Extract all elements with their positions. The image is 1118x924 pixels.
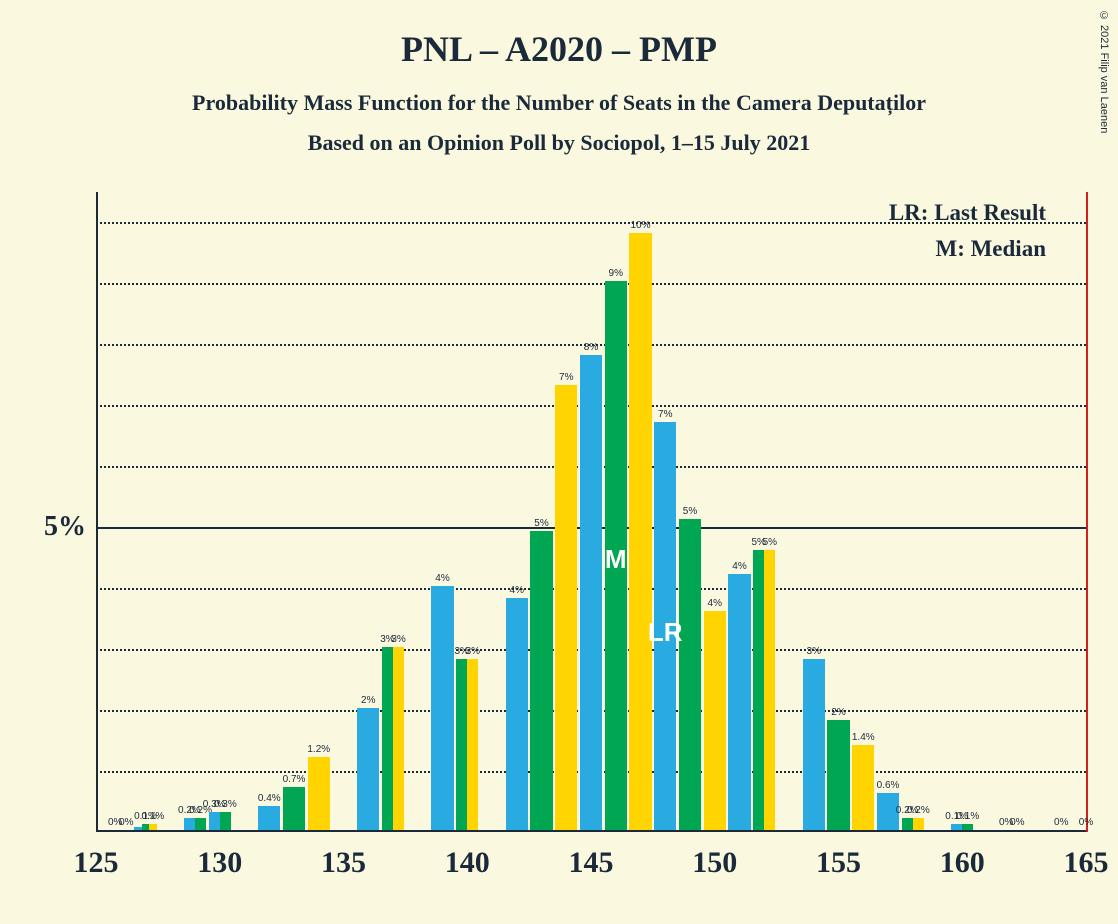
bar [142,824,149,830]
bar-value-label: 3% [466,646,480,657]
bar-value-label: 2% [361,695,375,706]
bar [134,827,141,830]
bar-value-label: 3% [391,634,405,645]
bar-value-label: 1.2% [307,744,330,755]
bar [283,787,305,830]
gridline [96,222,1086,224]
bar [506,598,528,830]
bar-value-label: 2% [831,707,845,718]
legend-m: M: Median [889,236,1046,262]
y-axis-label: 5% [26,511,86,543]
bar-value-label: 5% [683,506,697,517]
bar [679,519,701,830]
bar [530,531,552,830]
bar-value-label: 0% [1079,817,1093,828]
bar [467,659,478,830]
bar [209,812,220,830]
bar [728,574,750,830]
bar-value-label: 4% [435,573,449,584]
bar-value-label: 0% [119,817,133,828]
bar-value-label: 8% [584,342,598,353]
bar [580,355,602,830]
bar-value-label: 4% [732,561,746,572]
bar-value-label: 9% [609,268,623,279]
x-axis-label: 145 [569,846,614,880]
bar-value-label: 7% [658,409,672,420]
marker-lr: LR [648,617,683,648]
bar [704,611,726,830]
bar-value-label: 0.1% [956,811,979,822]
bar [393,647,404,830]
bar [902,818,913,830]
copyright-text: © 2021 Filip van Laenen [1098,10,1110,133]
bar-value-label: 3% [807,646,821,657]
chart-subtitle-2: Based on an Opinion Poll by Sociopol, 1–… [0,116,1118,156]
majority-line [1086,192,1088,832]
bar [184,818,195,830]
bar-value-label: 4% [510,585,524,596]
bar [555,385,577,830]
bar [962,824,973,830]
bar-value-label: 7% [559,372,573,383]
x-axis-label: 165 [1064,846,1109,880]
bar-value-label: 0.2% [907,805,930,816]
marker-m: M [605,544,627,575]
bar [357,708,379,830]
bar [913,818,924,830]
bar-value-label: 0.4% [258,793,281,804]
chart-area: LR: Last Result M: Median 5%125130135140… [96,192,1086,832]
bar-value-label: 0% [1010,817,1024,828]
bar-value-label: 1.4% [852,732,875,743]
bar-value-label: 0.7% [283,774,306,785]
bar [195,818,206,830]
bar [629,233,651,830]
x-axis-label: 160 [940,846,985,880]
bar [456,659,467,830]
bar [753,550,764,830]
bar [382,647,393,830]
gridline [96,283,1086,285]
bar [764,550,775,830]
x-axis-label: 140 [445,846,490,880]
bar [220,812,231,830]
bar [308,757,330,830]
x-axis [96,830,1086,832]
x-axis-label: 150 [692,846,737,880]
bar-value-label: 5% [763,537,777,548]
chart-title: PNL – A2020 – PMP [0,0,1118,70]
bar-value-label: 5% [534,518,548,529]
bar-value-label: 0.1% [142,811,165,822]
x-axis-label: 125 [74,846,119,880]
x-axis-label: 135 [321,846,366,880]
bar-value-label: 0% [1054,817,1068,828]
bar-value-label: 10% [630,220,650,231]
bar-value-label: 0.3% [214,799,237,810]
bar [852,745,874,830]
bar-value-label: 0.6% [877,780,900,791]
bar [431,586,453,830]
bar [803,659,825,830]
bar [827,720,849,830]
bar [951,824,962,830]
chart-subtitle-1: Probability Mass Function for the Number… [0,70,1118,116]
x-axis-label: 130 [197,846,242,880]
bar [258,806,280,830]
x-axis-label: 155 [816,846,861,880]
bar-value-label: 4% [708,598,722,609]
legend: LR: Last Result M: Median [889,200,1046,272]
bar [149,824,156,830]
y-axis [96,192,98,832]
